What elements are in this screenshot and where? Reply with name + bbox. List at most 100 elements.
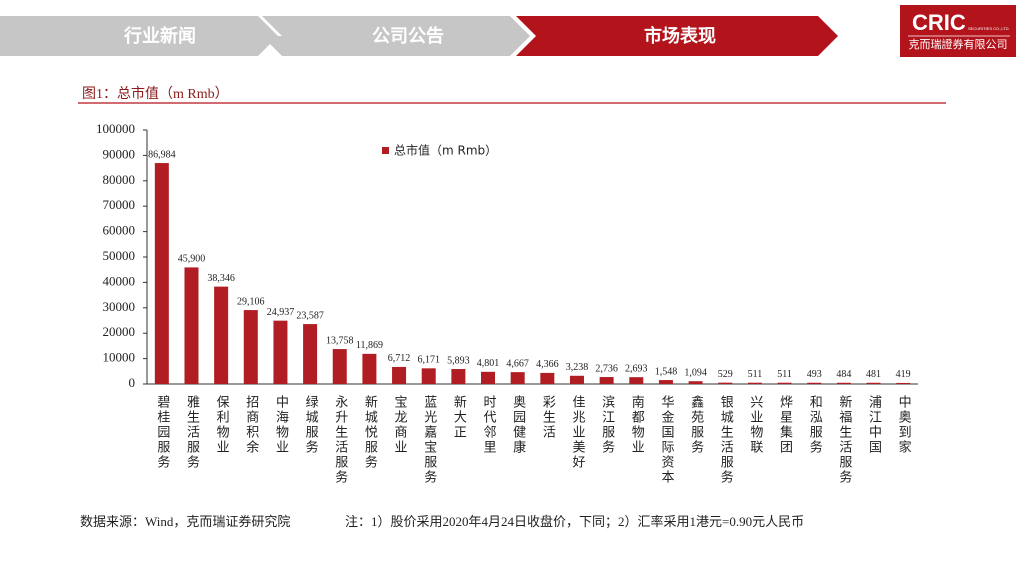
bar xyxy=(243,310,258,384)
tab-background xyxy=(262,16,530,56)
tab-background xyxy=(0,16,278,56)
bar xyxy=(510,372,525,384)
x-tick-label: 时代邻里 xyxy=(481,395,497,455)
value-label: 45,900 xyxy=(178,254,206,265)
y-tick-label: 20000 xyxy=(103,324,136,339)
chart-title: 图1：总市值（m Rmb） xyxy=(82,85,229,102)
value-label: 24,937 xyxy=(267,307,295,318)
tab-background xyxy=(516,16,838,56)
x-tick-label: 新大正 xyxy=(451,394,467,440)
bar xyxy=(214,286,229,384)
x-tick-label: 新城悦服务 xyxy=(362,394,378,470)
bar xyxy=(154,163,169,384)
bar xyxy=(184,267,199,384)
y-tick-label: 70000 xyxy=(103,197,136,212)
value-label: 2,693 xyxy=(625,363,648,374)
value-label: 4,667 xyxy=(506,358,529,369)
bar xyxy=(481,371,496,384)
x-tick-label: 佳兆业美好 xyxy=(569,395,585,470)
value-label: 484 xyxy=(836,369,851,380)
x-tick-label: 银城生活服务 xyxy=(718,395,734,485)
logo-tagline: SECURITIES CO.,LTD xyxy=(968,26,1009,31)
bar xyxy=(599,377,614,384)
x-tick-label: 碧桂园服务 xyxy=(154,395,170,470)
value-label: 11,869 xyxy=(356,340,383,351)
bar xyxy=(836,382,851,384)
value-label: 23,587 xyxy=(296,310,324,321)
bar xyxy=(658,380,673,384)
nav-tab[interactable]: 行业新闻 xyxy=(123,25,196,47)
bar xyxy=(540,372,555,384)
x-tick-label: 新福生活服务 xyxy=(836,394,852,485)
value-label: 1,548 xyxy=(655,366,678,377)
y-tick-label: 0 xyxy=(129,375,136,390)
value-label: 511 xyxy=(748,369,763,380)
value-label: 3,238 xyxy=(566,362,589,373)
y-tick-label: 50000 xyxy=(103,248,136,263)
bar xyxy=(629,377,644,384)
nav-tab[interactable]: 公司公告 xyxy=(372,25,444,47)
bar xyxy=(807,382,822,384)
value-label: 86,984 xyxy=(148,149,176,160)
bar xyxy=(451,369,466,384)
y-tick-label: 100000 xyxy=(96,121,135,136)
bar xyxy=(777,382,792,384)
value-label: 419 xyxy=(896,369,911,380)
x-tick-label: 宝龙商业 xyxy=(392,395,408,455)
x-tick-label: 招商积余 xyxy=(243,395,258,455)
bar xyxy=(896,382,911,384)
x-tick-label: 雅生活服务 xyxy=(184,395,200,470)
logo-name: CRIC xyxy=(912,10,966,35)
bar xyxy=(332,349,347,384)
x-tick-label: 华金国际资本 xyxy=(658,395,674,485)
x-tick-label: 鑫苑服务 xyxy=(688,394,704,455)
value-label: 29,106 xyxy=(237,296,265,307)
bar xyxy=(273,320,288,384)
x-tick-label: 中海物业 xyxy=(273,395,289,455)
bar xyxy=(866,382,881,384)
value-label: 511 xyxy=(777,369,792,380)
y-tick-label: 80000 xyxy=(103,172,136,187)
bar xyxy=(688,381,703,384)
value-label: 481 xyxy=(866,369,881,380)
y-tick-label: 10000 xyxy=(103,350,136,365)
value-label: 529 xyxy=(718,369,733,380)
x-tick-label: 浦江中国 xyxy=(866,395,882,455)
x-tick-label: 蓝光嘉宝服务 xyxy=(421,395,437,485)
x-tick-label: 兴业物联 xyxy=(747,395,763,455)
nav-tab[interactable]: 市场表现 xyxy=(644,25,716,47)
value-label: 38,346 xyxy=(207,273,235,284)
x-tick-label: 彩生活 xyxy=(540,395,556,440)
bar xyxy=(362,353,377,384)
value-label: 493 xyxy=(807,369,822,380)
y-tick-label: 60000 xyxy=(103,223,136,238)
x-tick-label: 中奥到家 xyxy=(896,395,912,455)
x-tick-label: 烨星集团 xyxy=(777,395,793,455)
y-tick-label: 90000 xyxy=(103,146,136,161)
value-label: 13,758 xyxy=(326,335,354,346)
x-tick-label: 南都物业 xyxy=(629,394,645,455)
x-tick-label: 绿城服务 xyxy=(303,395,319,455)
x-tick-label: 滨江服务 xyxy=(599,394,615,455)
y-tick-label: 30000 xyxy=(103,299,136,314)
value-label: 5,893 xyxy=(447,355,470,366)
bar xyxy=(718,382,733,384)
bar xyxy=(392,366,407,384)
value-label: 4,366 xyxy=(536,359,559,370)
x-tick-label: 和泓服务 xyxy=(807,395,823,455)
bar xyxy=(421,368,436,384)
value-label: 4,801 xyxy=(477,358,500,369)
legend-swatch xyxy=(382,147,389,154)
x-tick-label: 奥园健康 xyxy=(510,395,526,455)
x-tick-label: 保利物业 xyxy=(214,395,230,455)
value-label: 6,712 xyxy=(388,353,411,364)
y-tick-label: 40000 xyxy=(103,273,136,288)
value-label: 2,736 xyxy=(595,363,618,374)
footnote: 注：1）股价采用2020年4月24日收盘价，下同；2）汇率采用1港元=0.90元… xyxy=(345,514,804,530)
bar xyxy=(569,375,584,384)
logo-company: 克而瑞證券有限公司 xyxy=(909,37,1008,51)
source-note: 数据来源：Wind，克而瑞证券研究院 xyxy=(80,514,290,529)
legend-label: 总市值（m Rmb） xyxy=(394,143,497,158)
logo-box xyxy=(900,5,1016,57)
